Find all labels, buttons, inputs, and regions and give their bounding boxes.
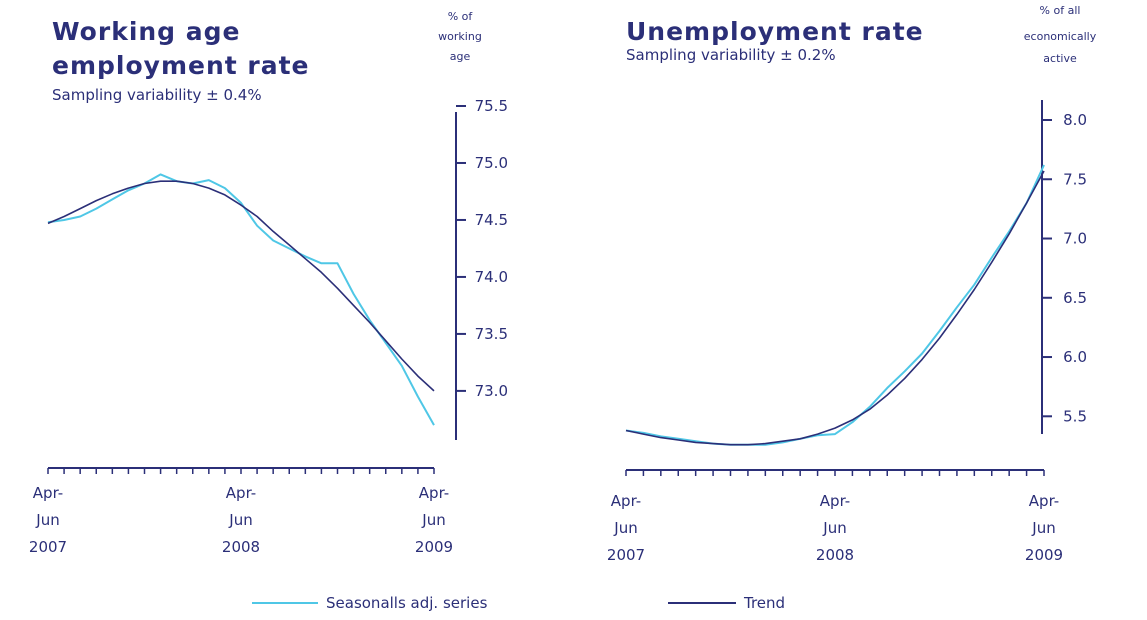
- right-x-tick-label: Jun: [1031, 519, 1055, 537]
- right-chart-subtitle: Sampling variability ± 0.2%: [626, 46, 836, 64]
- legend-seasonal-label: Seasonalls adj. series: [326, 594, 488, 612]
- right-chart-title: Unemployment rate: [626, 17, 924, 46]
- left-chart-unit-line3: age: [450, 50, 471, 63]
- right-y-tick-label: 7.0: [1063, 230, 1087, 248]
- right-chart-unit-line3: active: [1043, 52, 1077, 65]
- right-x-tick-label: Apr-: [1029, 492, 1059, 510]
- left-y-tick-label: 73.5: [475, 325, 508, 343]
- left-y-tick-label: 75.0: [475, 154, 508, 172]
- legend: Seasonalls adj. series Trend: [252, 594, 785, 612]
- left-x-tick-label: 2008: [222, 538, 260, 556]
- right-x-tick-label: Jun: [613, 519, 637, 537]
- left-chart-unit-line1: % of: [448, 10, 474, 23]
- left-x-tick-label: Apr-: [33, 484, 63, 502]
- right-x-tick-label: 2008: [816, 546, 854, 564]
- right-chart-unit-line2: economically: [1024, 30, 1097, 43]
- legend-trend-label: Trend: [743, 594, 785, 612]
- left-chart-title-line1: Working age: [52, 17, 241, 46]
- right-chart-unit-line1: % of all: [1040, 4, 1081, 17]
- left-chart-title-line2: employment rate: [52, 51, 310, 80]
- right-x-tick-label: Apr-: [820, 492, 850, 510]
- right-plot-area: 8.0 7.5 7.0 6.5 6.0 5.5 Apr- Jun 2007 Apr- Jun 2008…: [607, 100, 1087, 564]
- left-plot-area: 75.5 75.0 74.5 74.0 73.5 73.0 Apr- Jun 2007 Apr- J…: [29, 97, 508, 556]
- right-y-tick-label: 5.5: [1063, 407, 1087, 425]
- right-series-trend-line: [625, 170, 1045, 446]
- left-y-tick-label: 75.5: [475, 97, 508, 115]
- left-x-tick-label: Jun: [35, 511, 59, 529]
- left-series-seasonal-line: [47, 173, 435, 426]
- left-x-tick-label: 2007: [29, 538, 67, 556]
- right-y-tick-label: 8.0: [1063, 111, 1087, 129]
- right-x-tick-label: Jun: [822, 519, 846, 537]
- right-x-tick-label: 2009: [1025, 546, 1063, 564]
- right-y-tick-label: 6.5: [1063, 289, 1087, 307]
- left-chart-unit-line2: working: [438, 30, 482, 43]
- left-x-tick-label: Jun: [421, 511, 445, 529]
- right-y-tick-label: 6.0: [1063, 348, 1087, 366]
- left-x-tick-label: Jun: [228, 511, 252, 529]
- left-chart-subtitle: Sampling variability ± 0.4%: [52, 86, 262, 104]
- left-x-tick-label: Apr-: [419, 484, 449, 502]
- left-x-tick-label: Apr-: [226, 484, 256, 502]
- left-y-tick-label: 74.0: [475, 268, 508, 286]
- right-y-tick-label: 7.5: [1063, 170, 1087, 188]
- left-series-trend-line: [47, 180, 435, 392]
- right-x-tick-label: Apr-: [611, 492, 641, 510]
- left-y-tick-label: 73.0: [475, 382, 508, 400]
- left-y-tick-label: 74.5: [475, 211, 508, 229]
- left-x-tick-label: 2009: [415, 538, 453, 556]
- right-x-tick-label: 2007: [607, 546, 645, 564]
- right-series-seasonal-line: [625, 164, 1045, 446]
